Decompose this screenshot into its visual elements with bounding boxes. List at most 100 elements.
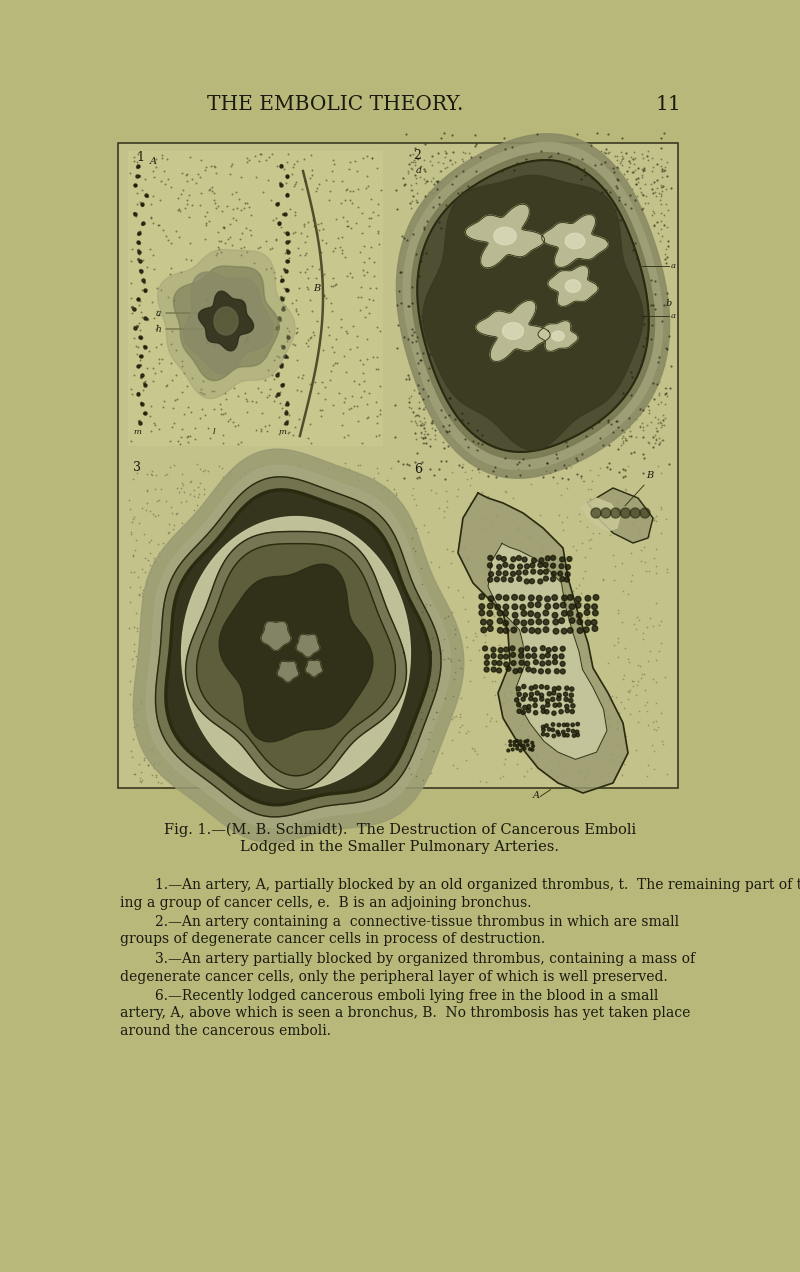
Point: [155, 148, 168, 168]
Point: [288, 221, 301, 242]
Point: [261, 459, 274, 480]
Polygon shape: [533, 698, 538, 702]
Point: [204, 155, 217, 176]
Point: [449, 619, 462, 640]
Point: [275, 216, 288, 237]
Point: [632, 701, 645, 721]
Point: [154, 190, 166, 210]
Point: [654, 210, 667, 230]
Point: [315, 266, 328, 286]
Point: [161, 464, 174, 485]
Polygon shape: [562, 595, 567, 600]
Point: [240, 327, 253, 347]
Point: [326, 150, 339, 170]
Point: [426, 710, 439, 730]
Point: [410, 429, 422, 449]
Point: [407, 186, 420, 206]
Point: [230, 310, 242, 331]
Point: [410, 443, 423, 463]
Point: [230, 197, 243, 218]
Point: [279, 659, 292, 679]
Point: [271, 156, 284, 177]
Point: [303, 327, 316, 347]
Point: [526, 749, 539, 770]
Point: [273, 308, 286, 328]
Point: [427, 174, 440, 195]
Text: b: b: [666, 299, 672, 308]
Point: [530, 753, 542, 773]
Point: [194, 379, 207, 399]
Point: [627, 154, 640, 174]
Point: [617, 467, 630, 487]
Point: [199, 206, 212, 226]
Point: [536, 649, 549, 669]
Point: [150, 149, 162, 169]
Point: [654, 412, 666, 432]
Polygon shape: [492, 660, 497, 665]
Point: [438, 469, 451, 490]
Point: [580, 604, 593, 625]
Point: [574, 468, 587, 488]
Point: [542, 669, 554, 689]
Point: [326, 240, 339, 261]
Point: [610, 491, 623, 511]
Point: [241, 193, 254, 214]
Point: [180, 170, 193, 191]
Point: [439, 420, 452, 440]
Point: [130, 336, 142, 356]
Point: [155, 480, 168, 500]
Point: [370, 359, 382, 379]
Point: [543, 463, 556, 483]
Point: [636, 148, 649, 168]
Point: [600, 139, 613, 159]
Point: [410, 190, 422, 210]
Polygon shape: [522, 684, 526, 688]
Point: [336, 460, 349, 481]
Point: [136, 558, 149, 579]
Point: [363, 383, 376, 403]
Point: [267, 262, 280, 282]
Point: [641, 701, 654, 721]
Point: [138, 748, 150, 768]
Point: [415, 412, 428, 432]
Point: [643, 561, 656, 581]
Point: [561, 478, 574, 499]
Polygon shape: [565, 577, 570, 583]
Point: [499, 482, 512, 502]
Point: [252, 151, 265, 172]
Polygon shape: [510, 646, 515, 651]
Point: [341, 178, 354, 198]
Polygon shape: [546, 556, 550, 561]
Point: [362, 303, 375, 323]
Point: [181, 164, 194, 184]
Polygon shape: [583, 627, 589, 632]
Point: [413, 406, 426, 426]
Point: [619, 726, 632, 747]
Point: [640, 328, 653, 349]
Point: [650, 506, 662, 527]
Point: [625, 198, 638, 219]
Point: [218, 233, 231, 253]
Point: [128, 328, 141, 349]
Polygon shape: [581, 499, 620, 530]
Point: [208, 190, 221, 210]
Polygon shape: [557, 686, 561, 691]
Polygon shape: [488, 577, 493, 583]
Point: [130, 603, 142, 623]
Point: [310, 223, 323, 243]
Point: [535, 140, 548, 160]
Polygon shape: [502, 557, 506, 561]
Point: [610, 734, 623, 754]
Point: [301, 259, 314, 280]
Point: [622, 457, 635, 477]
Point: [420, 170, 433, 191]
Point: [302, 631, 314, 651]
Point: [423, 459, 436, 480]
Point: [560, 435, 573, 455]
Point: [535, 695, 548, 715]
Polygon shape: [511, 557, 516, 562]
Point: [600, 457, 613, 477]
Point: [216, 317, 229, 337]
Point: [634, 417, 646, 438]
Point: [272, 212, 285, 233]
